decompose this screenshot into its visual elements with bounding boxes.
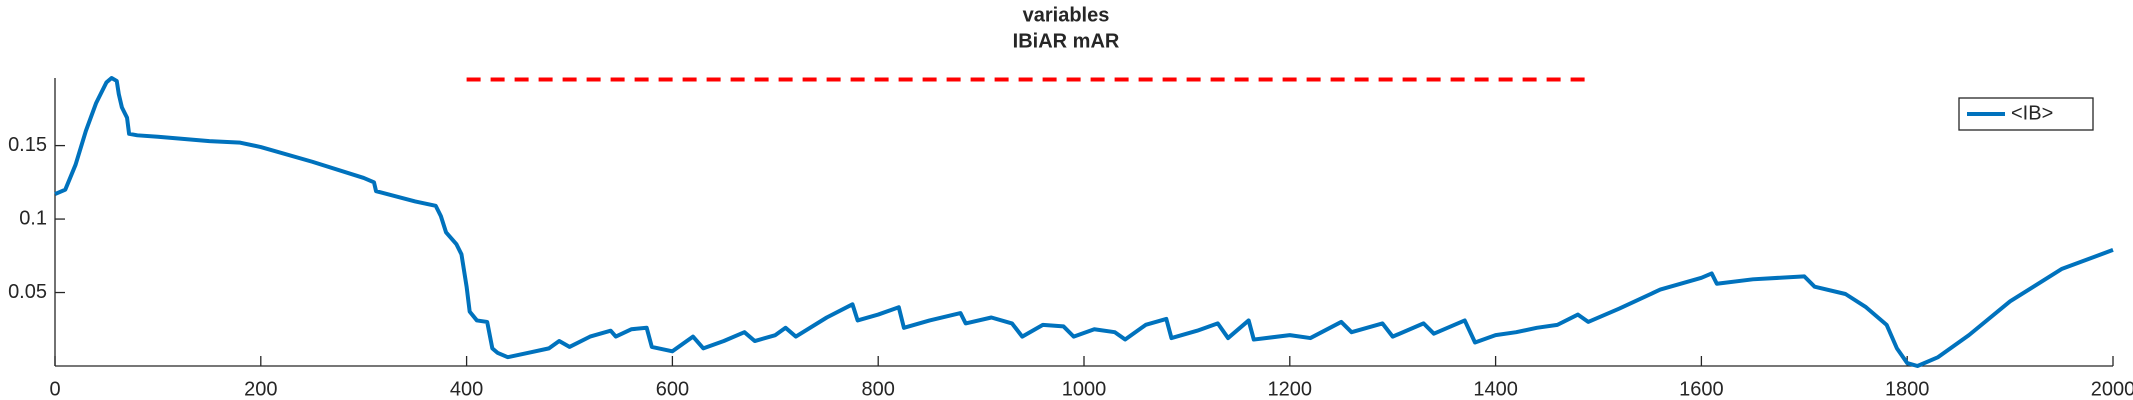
x-tick-label: 1400 (1473, 378, 1518, 400)
x-tick-label: 1000 (1062, 378, 1107, 400)
x-tick-label: 1800 (1885, 378, 1930, 400)
x-tick-label: 1600 (1679, 378, 1724, 400)
x-tick-label: 1200 (1268, 378, 1313, 400)
y-tick-label: 0.15 (8, 134, 47, 156)
data-line (54, 76, 2114, 368)
x-tick-label: 0 (49, 378, 60, 400)
y-tick-label: 0.05 (8, 281, 47, 303)
chart-subtitle: IBiAR mAR (1013, 30, 1120, 52)
y-tick-label: 0.1 (19, 207, 47, 229)
chart-title: variables (1023, 4, 1110, 26)
x-tick-label: 600 (656, 378, 689, 400)
x-tick-label: 200 (244, 378, 277, 400)
x-tick-label: 800 (862, 378, 895, 400)
x-tick-label: 400 (450, 378, 483, 400)
x-tick-label: 2000 (2091, 378, 2133, 400)
legend-label: <IB> (2011, 102, 2053, 124)
